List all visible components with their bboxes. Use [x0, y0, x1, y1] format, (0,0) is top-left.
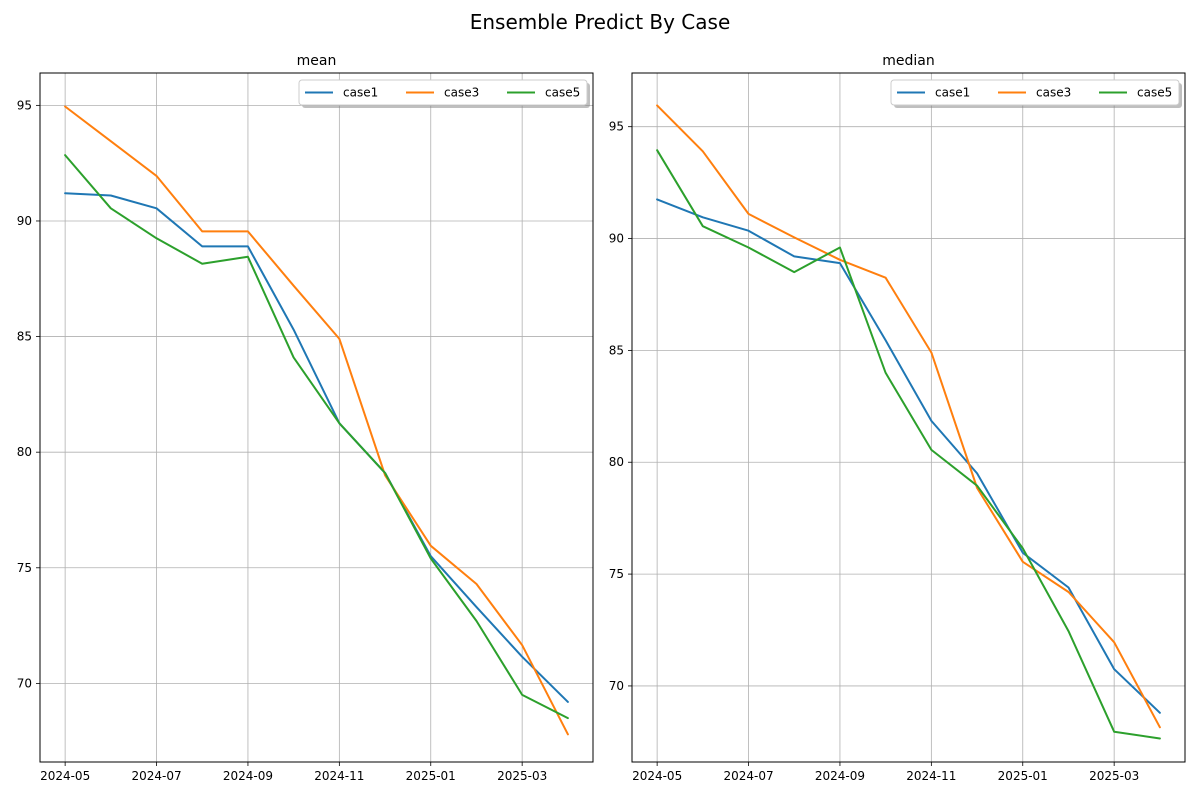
y-tick-label: 95 — [17, 98, 32, 112]
axes-frame — [631, 72, 1186, 763]
subplot-mean: 2024-05 2024-07 2024-09 2024-11 2025-01 2025-… — [17, 53, 594, 783]
legend-label-case5: case5 — [545, 86, 580, 100]
y-tick-label: 80 — [609, 455, 624, 469]
legend-label-case3: case3 — [1036, 86, 1071, 100]
subplot-title: mean — [297, 53, 337, 69]
y-tick-label: 85 — [609, 343, 624, 357]
series-line-case3 — [64, 105, 569, 736]
subplot-title: median — [882, 53, 934, 69]
figure-title: Ensemble Predict By Case — [469, 10, 731, 34]
x-tick-label: 2024-09 — [223, 769, 273, 783]
legend-label-case3: case3 — [444, 86, 479, 100]
x-tick-label: 2025-03 — [1089, 769, 1139, 783]
axes-frame — [39, 72, 594, 763]
x-tick-label: 2024-05 — [632, 769, 682, 783]
y-tick-label: 90 — [609, 232, 624, 246]
y-tick-label: 95 — [609, 120, 624, 134]
x-tick-label: 2025-01 — [998, 769, 1048, 783]
y-tick-label: 75 — [17, 561, 32, 575]
x-tick-label: 2024-09 — [815, 769, 865, 783]
x-tick-label: 2025-03 — [497, 769, 547, 783]
x-tick-label: 2024-11 — [314, 769, 364, 783]
series-line-case5 — [64, 154, 569, 720]
legend-box — [298, 79, 588, 106]
legend: case1 case3 case5 — [890, 79, 1182, 108]
x-tick-label: 2024-05 — [40, 769, 90, 783]
legend-label-case1: case1 — [343, 86, 378, 100]
series-line-case1 — [64, 192, 569, 703]
x-tick-label: 2024-07 — [131, 769, 181, 783]
y-tick-label: 80 — [17, 445, 32, 459]
legend-label-case5: case5 — [1137, 86, 1172, 100]
y-tick-label: 90 — [17, 214, 32, 228]
x-tick-label: 2024-11 — [906, 769, 956, 783]
y-tick-label: 75 — [609, 567, 624, 581]
legend-label-case1: case1 — [935, 86, 970, 100]
x-tick-label: 2024-07 — [723, 769, 773, 783]
legend-box — [890, 79, 1180, 106]
y-tick-label: 70 — [609, 679, 624, 693]
series-line-case1 — [656, 198, 1161, 714]
subplot-median: 2024-05 2024-07 2024-09 2024-11 2025-01 2025-… — [609, 53, 1186, 783]
x-tick-label: 2025-01 — [406, 769, 456, 783]
y-tick-label: 85 — [17, 330, 32, 344]
series-line-case5 — [656, 149, 1161, 740]
y-tick-label: 70 — [17, 676, 32, 690]
legend: case1 case3 case5 — [298, 79, 590, 108]
series-line-case3 — [656, 104, 1161, 729]
